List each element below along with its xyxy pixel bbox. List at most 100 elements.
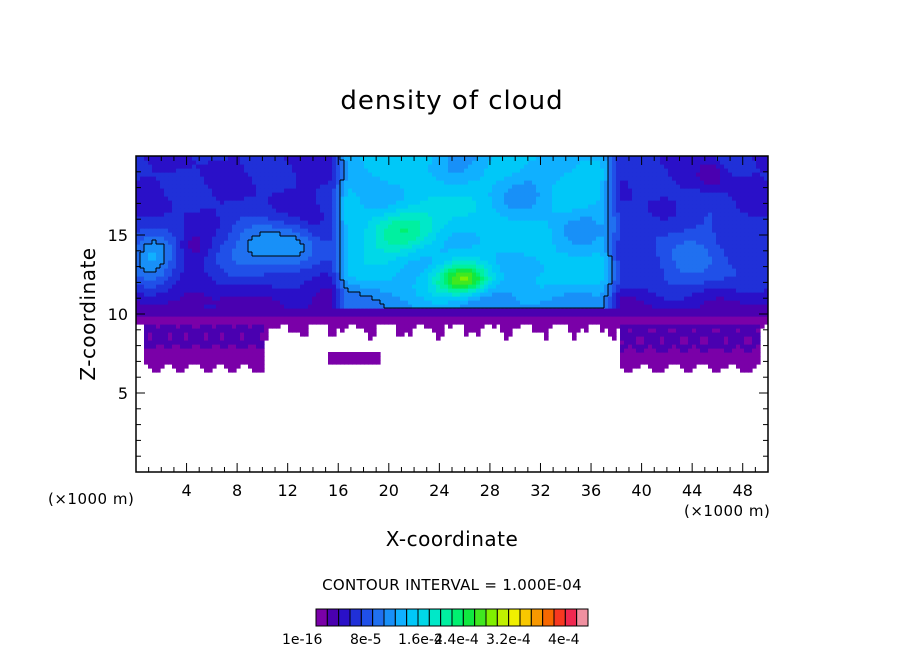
contour-cell — [524, 304, 529, 309]
contour-cell — [732, 316, 737, 321]
contour-cell — [704, 328, 709, 333]
contour-cell — [172, 364, 177, 369]
contour-cell — [664, 224, 669, 229]
contour-cell — [592, 308, 597, 313]
contour-cell — [368, 244, 373, 249]
contour-cell — [360, 352, 365, 357]
contour-cell — [488, 232, 493, 237]
contour-cell — [756, 264, 761, 269]
contour-cell — [640, 272, 645, 277]
contour-cell — [556, 260, 561, 265]
contour-cell — [320, 280, 325, 285]
contour-cell — [500, 308, 505, 313]
contour-cell — [304, 244, 309, 249]
contour-cell — [692, 268, 697, 273]
contour-cell — [384, 248, 389, 253]
contour-cell — [296, 272, 301, 277]
contour-cell — [488, 224, 493, 229]
contour-cell — [628, 228, 633, 233]
contour-cell — [440, 264, 445, 269]
contour-cell — [220, 316, 225, 321]
contour-cell — [172, 328, 177, 333]
contour-cell — [156, 332, 161, 337]
contour-cell — [696, 244, 701, 249]
contour-cell — [156, 304, 161, 309]
contour-cell — [348, 304, 353, 309]
contour-cell — [700, 268, 705, 273]
contour-cell — [208, 356, 213, 361]
contour-cell — [648, 248, 653, 253]
contour-cell — [508, 280, 513, 285]
contour-cell — [336, 236, 341, 241]
contour-cell — [508, 332, 513, 337]
contour-cell — [668, 296, 673, 301]
contour-cell — [760, 316, 765, 321]
contour-cell — [684, 240, 689, 245]
contour-cell — [368, 308, 373, 313]
contour-cell — [732, 360, 737, 365]
contour-cell — [420, 284, 425, 289]
contour-cell — [388, 280, 393, 285]
contour-cell — [188, 324, 193, 329]
contour-cell — [276, 268, 281, 273]
contour-cell — [148, 344, 153, 349]
contour-cell — [532, 300, 537, 305]
contour-cell — [180, 316, 185, 321]
contour-cell — [732, 332, 737, 337]
contour-cell — [416, 284, 421, 289]
contour-cell — [652, 280, 657, 285]
contour-cell — [576, 248, 581, 253]
contour-cell — [388, 236, 393, 241]
contour-cell — [608, 240, 613, 245]
contour-cell — [256, 272, 261, 277]
contour-cell — [360, 288, 365, 293]
contour-cell — [252, 228, 257, 233]
contour-cell — [404, 264, 409, 269]
contour-cell — [156, 224, 161, 229]
contour-cell — [228, 264, 233, 269]
contour-cell — [340, 324, 345, 329]
contour-cell — [336, 252, 341, 257]
contour-cell — [692, 316, 697, 321]
contour-cell — [688, 352, 693, 357]
contour-cell — [216, 296, 221, 301]
contour-cell — [716, 264, 721, 269]
contour-cell — [252, 236, 257, 241]
contour-cell — [292, 264, 297, 269]
contour-cell — [508, 256, 513, 261]
contour-cell — [452, 240, 457, 245]
contour-cell — [656, 368, 661, 373]
contour-cell — [208, 284, 213, 289]
contour-cell — [576, 260, 581, 265]
contour-cell — [172, 232, 177, 237]
contour-cell — [700, 248, 705, 253]
contour-cell — [380, 220, 385, 225]
contour-cell — [672, 304, 677, 309]
contour-cell — [252, 240, 257, 245]
contour-cell — [268, 284, 273, 289]
contour-cell — [532, 268, 537, 273]
contour-cell — [592, 220, 597, 225]
contour-cell — [612, 300, 617, 305]
contour-cell — [296, 328, 301, 333]
contour-cell — [324, 220, 329, 225]
contour-cell — [572, 300, 577, 305]
contour-cell — [628, 332, 633, 337]
contour-cell — [568, 272, 573, 277]
contour-cell — [640, 260, 645, 265]
contour-cell — [384, 284, 389, 289]
contour-cell — [252, 356, 257, 361]
contour-cell — [724, 304, 729, 309]
contour-cell — [744, 280, 749, 285]
contour-cell — [208, 240, 213, 245]
contour-cell — [472, 312, 477, 317]
contour-cell — [312, 224, 317, 229]
contour-cell — [272, 304, 277, 309]
contour-cell — [740, 328, 745, 333]
contour-cell — [144, 268, 149, 273]
contour-cell — [648, 264, 653, 269]
contour-cell — [756, 252, 761, 257]
contour-cell — [412, 244, 417, 249]
contour-cell — [588, 228, 593, 233]
contour-cell — [444, 288, 449, 293]
